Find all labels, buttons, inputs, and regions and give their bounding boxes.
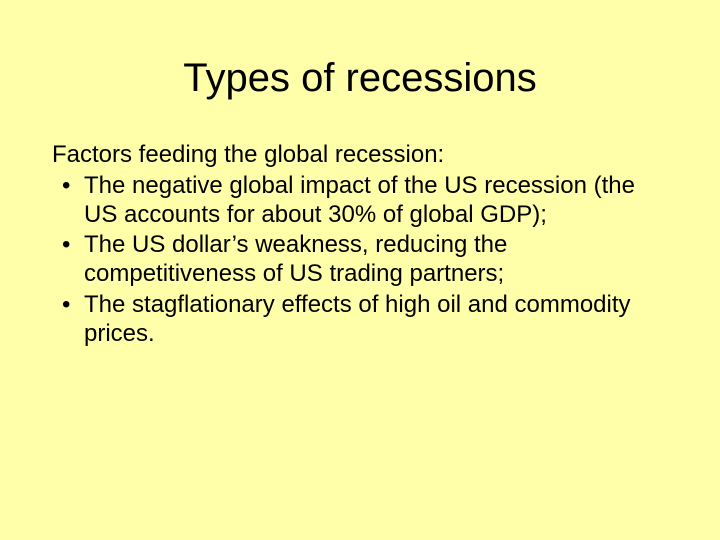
- list-item: The US dollar’s weakness, reducing the c…: [52, 231, 668, 289]
- list-item: The negative global impact of the US rec…: [52, 172, 668, 230]
- body-intro: Factors feeding the global recession:: [52, 141, 668, 170]
- list-item: The stagflationary effects of high oil a…: [52, 291, 668, 349]
- slide: Types of recessions Factors feeding the …: [0, 0, 720, 540]
- bullet-list: The negative global impact of the US rec…: [52, 172, 668, 349]
- slide-body: Factors feeding the global recession: Th…: [0, 111, 720, 349]
- slide-title: Types of recessions: [0, 0, 720, 111]
